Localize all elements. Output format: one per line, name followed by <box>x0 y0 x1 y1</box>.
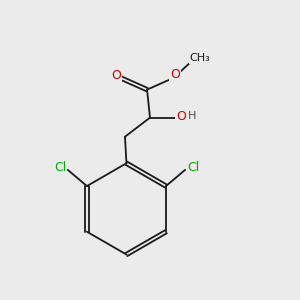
Text: H: H <box>188 111 196 121</box>
Text: O: O <box>170 68 180 81</box>
Text: O: O <box>176 110 186 123</box>
Text: Cl: Cl <box>54 161 67 174</box>
Text: Cl: Cl <box>187 161 200 174</box>
Text: O: O <box>111 69 121 82</box>
Text: CH₃: CH₃ <box>189 53 210 63</box>
